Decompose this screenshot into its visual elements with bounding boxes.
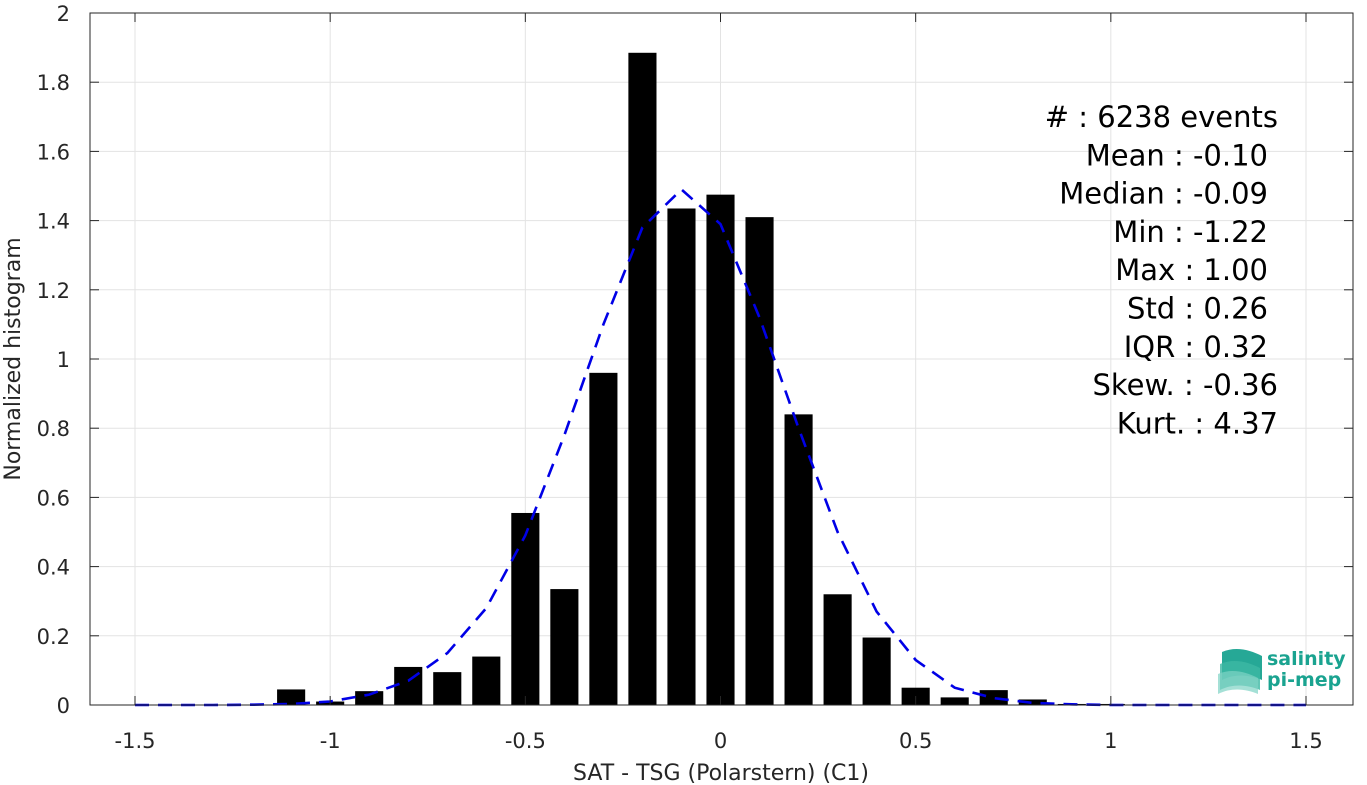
histogram-bar <box>940 697 969 705</box>
y-axis-ticks: 0 0.2 0.4 0.6 0.8 1 1.2 1.4 1.6 1.8 2 <box>37 2 1353 718</box>
x-tick-label: -1.5 <box>115 729 156 753</box>
histogram-bar <box>433 672 462 705</box>
salinity-pimep-logo: salinity pi-mep <box>1218 648 1346 694</box>
histogram-bar <box>706 194 735 705</box>
y-tick-label: 0.8 <box>37 417 70 441</box>
y-tick-label: 0.4 <box>37 556 70 580</box>
histogram-bar <box>589 372 618 705</box>
y-tick-label: 1.4 <box>37 210 70 234</box>
histogram-bar <box>628 52 657 706</box>
stat-line: Min : -1.22 <box>1113 215 1268 249</box>
histogram-bar <box>550 589 579 705</box>
histogram-bar <box>862 637 891 705</box>
stat-line: Kurt. : 4.37 <box>1117 406 1278 440</box>
histogram-bar <box>823 594 852 705</box>
histogram-bar <box>511 512 540 705</box>
stat-line: Max : 1.00 <box>1115 253 1268 287</box>
y-axis-label: Normalized histogram <box>1 237 26 480</box>
wave-logo-icon <box>1218 649 1262 694</box>
x-tick-label: 1.5 <box>1289 729 1322 753</box>
stat-line: Skew. : -0.36 <box>1092 368 1278 402</box>
histogram-bar <box>472 656 501 705</box>
y-tick-label: 1.2 <box>37 279 70 303</box>
y-tick-label: 0 <box>57 694 70 718</box>
x-axis-ticks: -1.5 -1 -0.5 0 0.5 1 1.5 <box>115 13 1323 753</box>
histogram-bars <box>277 52 1125 706</box>
x-tick-label: -1 <box>320 729 341 753</box>
histogram-bar <box>667 208 696 706</box>
stat-line: IQR : 0.32 <box>1124 330 1268 364</box>
logo-text-salinity: salinity <box>1267 648 1346 670</box>
y-tick-label: 0.2 <box>37 625 70 649</box>
y-tick-label: 1.8 <box>37 71 70 95</box>
stat-line: # : 6238 events <box>1045 100 1278 134</box>
histogram-bar <box>277 689 306 705</box>
stat-line: Std : 0.26 <box>1127 292 1268 326</box>
y-tick-label: 1.6 <box>37 140 70 164</box>
histogram-bar <box>1018 699 1047 705</box>
x-tick-label: 1 <box>1104 729 1117 753</box>
histogram-bar <box>979 690 1008 705</box>
statistics-annotation: # : 6238 events Mean : -0.10 Median : -0.0… <box>1045 100 1278 440</box>
logo-text-pimep: pi-mep <box>1267 669 1341 691</box>
x-tick-label: -0.5 <box>505 729 546 753</box>
y-tick-label: 0.6 <box>37 486 70 510</box>
histogram-bar <box>745 217 774 705</box>
x-tick-label: 0 <box>714 729 727 753</box>
x-tick-label: 0.5 <box>899 729 932 753</box>
stat-line: Mean : -0.10 <box>1086 138 1268 172</box>
x-axis-label: SAT - TSG (Polarstern) (C1) <box>573 761 869 785</box>
stat-line: Median : -0.09 <box>1059 177 1268 211</box>
y-tick-label: 2 <box>57 2 70 26</box>
histogram-bar <box>784 414 813 705</box>
y-tick-label: 1 <box>57 348 70 372</box>
histogram-bar <box>355 691 384 705</box>
